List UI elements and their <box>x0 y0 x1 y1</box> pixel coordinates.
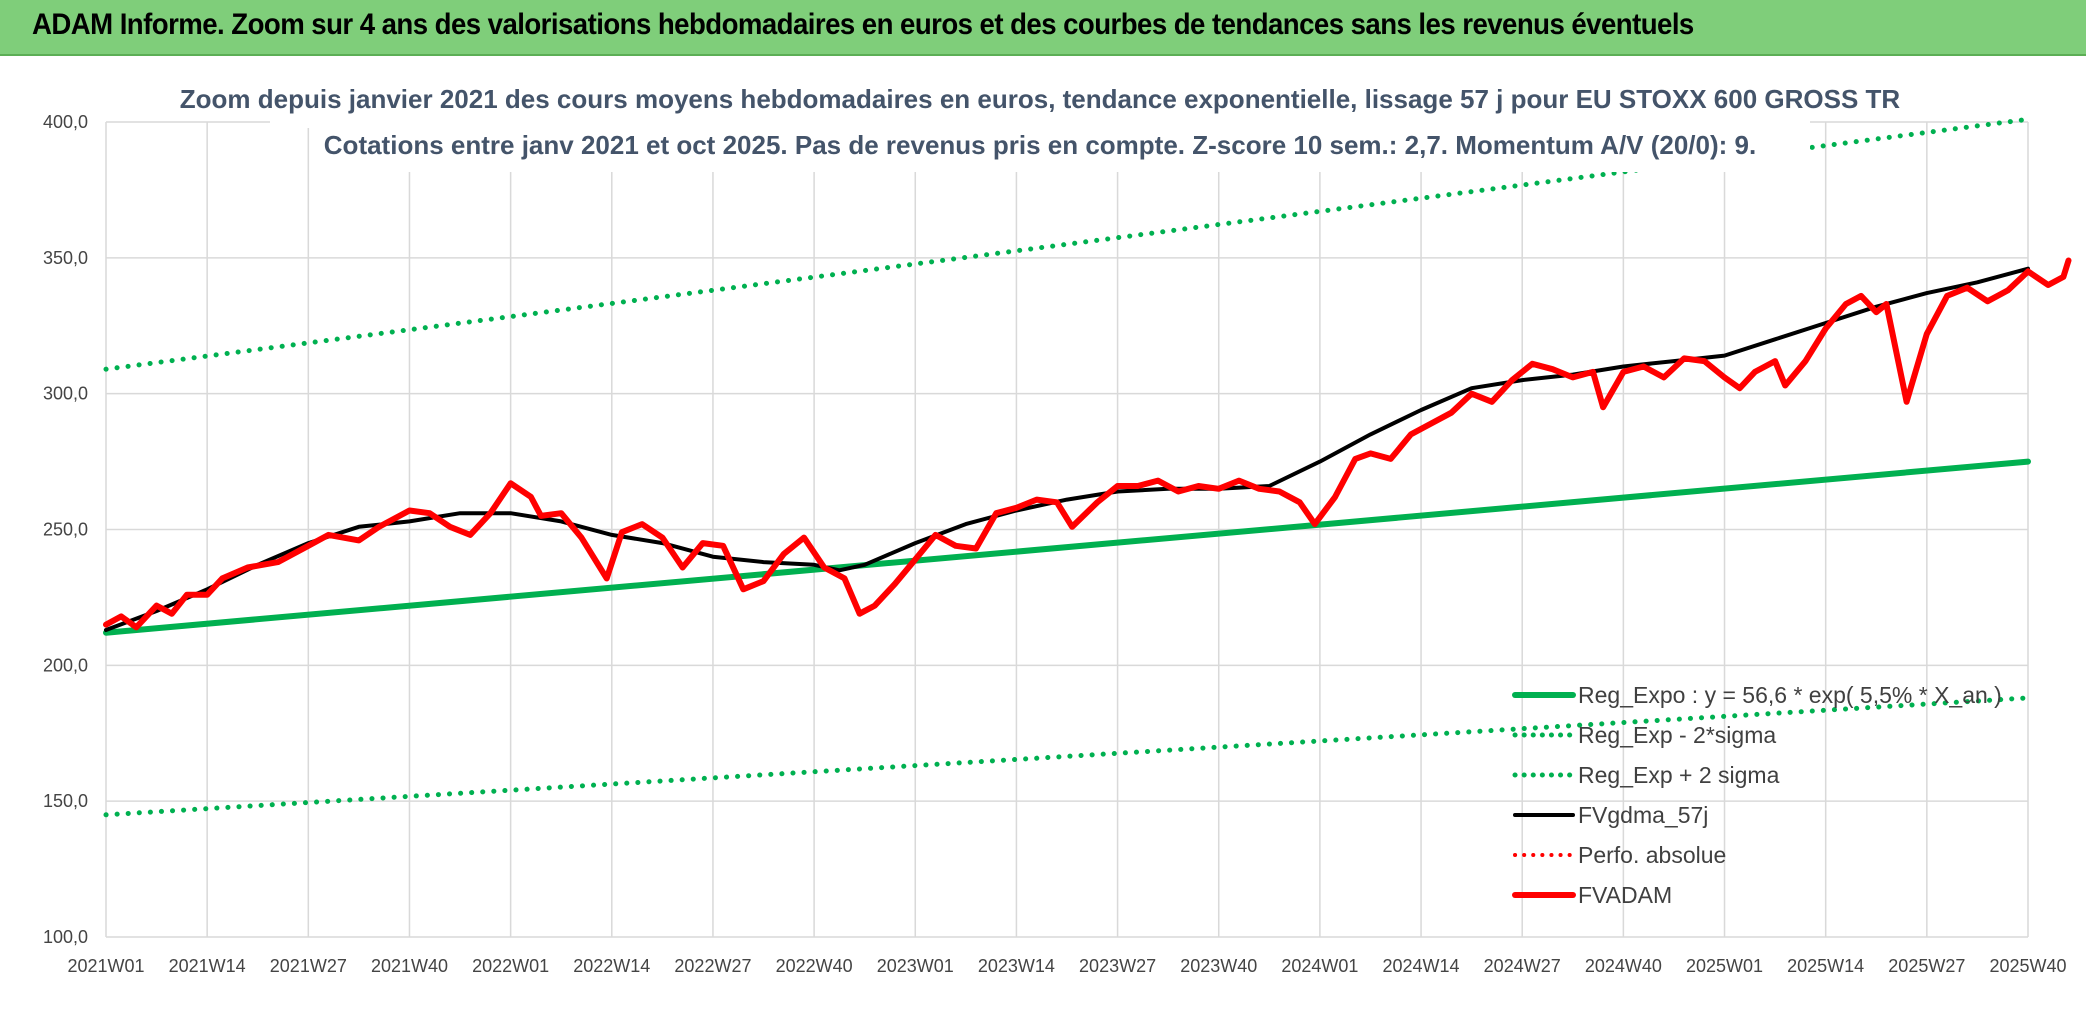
chart-grid <box>105 121 2029 938</box>
x-tick-label: 2024W40 <box>1585 956 1662 976</box>
x-tick-label: 2024W01 <box>1281 956 1358 976</box>
y-axis-ticks: 100,0 150,0 200,0 250,0 300,0 350,0 400,0 <box>43 112 88 947</box>
x-tick-label: 2021W01 <box>67 956 144 976</box>
chart-legend: Reg_Expo : y = 56,6 * exp( 5,5% * X_an )… <box>1512 682 2002 908</box>
y-tick-label: 150,0 <box>43 791 88 811</box>
x-tick-label: 2025W40 <box>1989 956 2066 976</box>
series-line-reg-exp-2-sigma <box>103 695 2031 818</box>
y-tick-label: 300,0 <box>43 384 88 404</box>
chart-title-line-2: Cotations entre janv 2021 et oct 2025. P… <box>324 130 1756 160</box>
x-tick-label: 2025W01 <box>1686 956 1763 976</box>
y-tick-label: 100,0 <box>43 927 88 947</box>
series-line-reg-expo-y-56-6-exp-5-5-x-an <box>103 458 2031 636</box>
x-tick-label: 2025W27 <box>1888 956 1965 976</box>
x-tick-label: 2023W14 <box>978 956 1055 976</box>
x-tick-label: 2023W40 <box>1180 956 1257 976</box>
x-tick-label: 2023W27 <box>1079 956 1156 976</box>
x-tick-label: 2023W01 <box>877 956 954 976</box>
chart-series <box>103 116 2072 818</box>
series-line-fvadam <box>103 257 2072 631</box>
x-axis-ticks: 2021W01 2021W14 2021W27 2021W40 2022W01 2022W… <box>67 956 2066 976</box>
x-tick-label: 2022W40 <box>776 956 853 976</box>
x-tick-label: 2021W40 <box>371 956 448 976</box>
x-tick-label: 2022W01 <box>472 956 549 976</box>
chart-title: Zoom depuis janvier 2021 des cours moyen… <box>180 82 1901 172</box>
x-tick-label: 2022W27 <box>674 956 751 976</box>
legend-label: FVADAM <box>1578 882 1672 908</box>
x-tick-label: 2024W14 <box>1383 956 1460 976</box>
report-banner: ADAM Informe. Zoom sur 4 ans des valoris… <box>0 0 2086 56</box>
chart-title-line-1: Zoom depuis janvier 2021 des cours moyen… <box>180 84 1901 114</box>
y-tick-label: 250,0 <box>43 520 88 540</box>
line-chart: 100,0 150,0 200,0 250,0 300,0 350,0 400,0 2021… <box>43 82 2072 976</box>
y-tick-label: 400,0 <box>43 112 88 132</box>
x-tick-label: 2025W14 <box>1787 956 1864 976</box>
x-tick-label: 2024W27 <box>1484 956 1561 976</box>
series-line-reg-exp-2-sigma <box>103 116 2031 372</box>
y-tick-label: 350,0 <box>43 248 88 268</box>
legend-label: Perfo. absolue <box>1578 842 1726 868</box>
legend-label: Reg_Expo : y = 56,6 * exp( 5,5% * X_an ) <box>1578 682 2002 708</box>
legend-label: Reg_Exp - 2*sigma <box>1578 722 1776 748</box>
x-tick-label: 2021W27 <box>270 956 347 976</box>
x-tick-label: 2022W14 <box>573 956 650 976</box>
series-line-fvgdma-57j <box>104 266 2030 632</box>
legend-label: FVgdma_57j <box>1578 802 1708 828</box>
legend-label: Reg_Exp + 2 sigma <box>1578 762 1780 788</box>
report-title: ADAM Informe. Zoom sur 4 ans des valoris… <box>32 8 1694 41</box>
x-tick-label: 2021W14 <box>169 956 246 976</box>
y-tick-label: 200,0 <box>43 655 88 675</box>
